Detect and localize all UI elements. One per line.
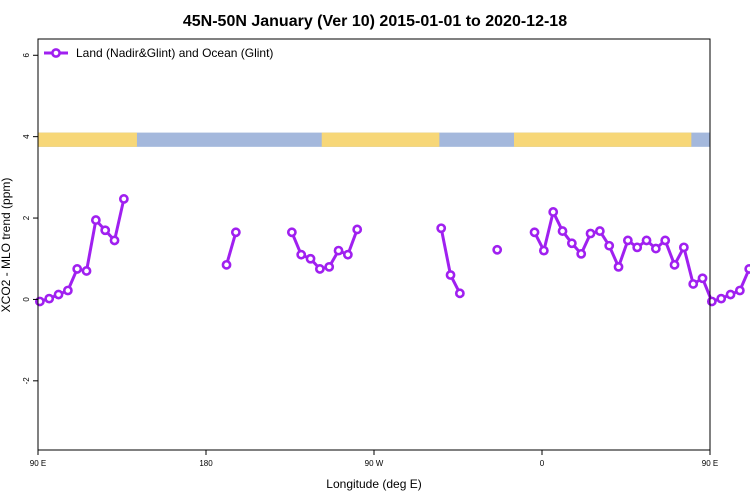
data-point [641, 235, 652, 246]
data-point [230, 227, 241, 238]
data-point [436, 223, 447, 234]
data-point [566, 238, 577, 249]
data-point [342, 249, 353, 260]
x-axis-label: Longitude (deg E) [326, 477, 421, 491]
data-point [445, 270, 456, 280]
data-point [538, 245, 549, 256]
data-point [650, 243, 661, 254]
data-point [632, 242, 643, 253]
data-point [548, 207, 559, 217]
data-point [734, 285, 745, 296]
data-point [660, 235, 671, 246]
data-point [44, 293, 55, 304]
data-point [286, 227, 297, 238]
data-point [585, 228, 596, 239]
map-band [38, 132, 710, 147]
data-point [706, 296, 717, 307]
data-point [594, 226, 605, 236]
x-tick-label: 90 E [702, 459, 718, 468]
data-point [576, 248, 587, 259]
series-line [533, 210, 750, 303]
legend: Land (Nadir&Glint) and Ocean (Glint) [44, 46, 273, 60]
data-point [725, 289, 736, 300]
data-point [109, 235, 120, 246]
data-point [688, 279, 699, 289]
x-tick-label: 90 E [30, 459, 46, 468]
data-point [557, 226, 568, 236]
data-point [62, 285, 73, 296]
data-point [72, 264, 83, 274]
y-axis-ticks: -2 0 2 4 6 [22, 53, 38, 385]
map-band-land [38, 132, 137, 147]
data-point [529, 227, 540, 238]
data-point [90, 215, 101, 225]
data-point [716, 293, 727, 304]
data-point [678, 242, 689, 253]
series-line [225, 231, 238, 266]
data-point [454, 288, 465, 299]
data-point [604, 240, 615, 251]
series-layer [34, 194, 750, 307]
legend-marker [51, 48, 61, 58]
legend-label: Land (Nadir&Glint) and Ocean (Glint) [76, 46, 273, 60]
chart-title: 45N-50N January (Ver 10) 2015-01-01 to 2… [183, 13, 567, 30]
data-point [296, 249, 307, 260]
y-tick-label: 0 [22, 297, 31, 302]
y-tick-label: 6 [22, 53, 31, 58]
map-band-land [321, 132, 440, 147]
data-point [669, 259, 680, 270]
data-point [81, 266, 92, 276]
data-point [53, 289, 64, 300]
series-line [439, 227, 462, 295]
data-point [333, 245, 344, 256]
data-point [324, 261, 335, 272]
data-point [221, 259, 232, 270]
x-tick-label: 180 [199, 459, 213, 468]
map-band-land [514, 132, 692, 147]
data-point [118, 194, 129, 204]
data-point [492, 244, 503, 255]
data-point [100, 225, 111, 236]
series-line [39, 198, 126, 303]
y-axis-label: XCO2 - MLO trend (ppm) [0, 178, 13, 313]
data-point [744, 264, 750, 274]
series-line [290, 228, 359, 271]
data-point [352, 224, 363, 235]
x-tick-label: 90 W [365, 459, 384, 468]
y-tick-label: 2 [22, 215, 31, 220]
y-tick-label: -2 [22, 377, 31, 385]
data-point [622, 235, 633, 246]
data-point [305, 253, 316, 264]
x-tick-label: 0 [540, 459, 545, 468]
y-tick-label: 4 [22, 134, 31, 139]
data-point [697, 273, 708, 284]
data-point [314, 264, 325, 274]
x-axis-ticks: 90 E 180 90 W 0 90 E [30, 450, 718, 468]
data-point [613, 261, 624, 272]
